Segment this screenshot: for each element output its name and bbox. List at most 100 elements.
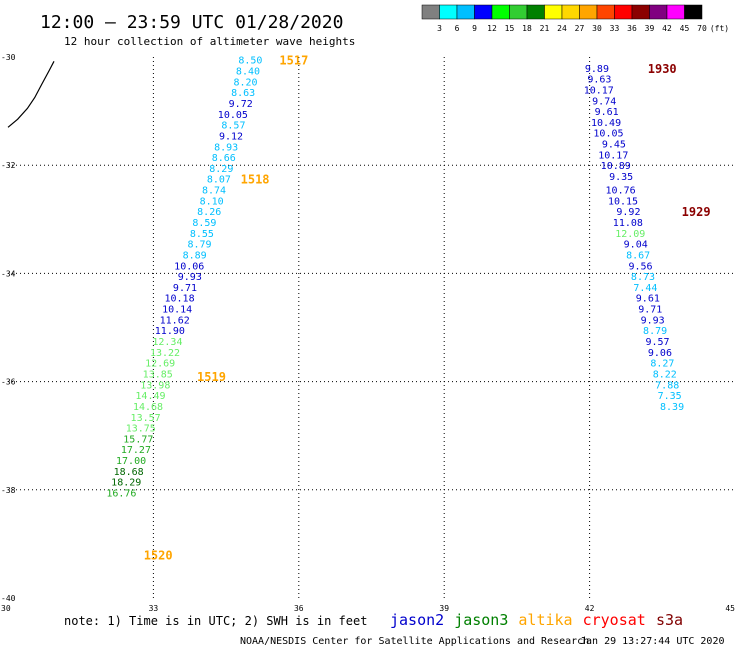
satellite-jason2: jason2: [390, 611, 444, 629]
pass-label: 1517: [279, 54, 308, 68]
s3a-swh-value: 9.89: [585, 64, 609, 75]
y-tick-label: -36: [1, 378, 16, 387]
x-tick-label: 33: [149, 604, 159, 613]
s3a-swh-value: 9.06: [648, 348, 672, 359]
s3a-swh-value: 10.17: [598, 150, 628, 161]
y-tick-label: -30: [1, 53, 16, 62]
s3a-swh-value: 9.74: [592, 96, 616, 107]
altika-swh-value: 9.12: [219, 131, 243, 142]
scale-label: (ft): [710, 24, 729, 33]
altika-swh-value: 8.26: [197, 207, 221, 218]
altika-swh-value: 15.77: [123, 434, 153, 445]
s3a-swh-value: 8.27: [650, 359, 674, 370]
altika-swh-value: 14.49: [135, 391, 165, 402]
scale-label: 24: [557, 24, 567, 33]
satellite-cryosat: cryosat: [583, 611, 646, 629]
altika-swh-value: 8.66: [212, 153, 236, 164]
s3a-swh-value: 10.15: [608, 196, 638, 207]
scale-label: 36: [627, 24, 637, 33]
x-tick-label: 42: [585, 604, 595, 613]
altika-swh-value: 8.74: [202, 186, 226, 197]
x-tick-label: 39: [439, 604, 449, 613]
scale-swatch: [666, 4, 685, 20]
pass-label: 1518: [241, 173, 270, 187]
altika-swh-value: 12.69: [145, 359, 175, 370]
altika-swh-value: 12.34: [152, 337, 182, 348]
scale-label: 3: [437, 24, 442, 33]
coastline-line: [7, 61, 55, 128]
altika-swh-value: 8.79: [187, 240, 211, 251]
satellite-legend: jason2 jason3 altika cryosat s3a: [390, 611, 683, 629]
satellite-altika: altika: [518, 611, 572, 629]
altika-swh-value: 13.22: [150, 348, 180, 359]
altika-swh-value: 13.57: [131, 413, 161, 424]
y-tick-label: -34: [1, 269, 16, 278]
altika-swh-value: 8.63: [231, 88, 255, 99]
altika-swh-value: 9.93: [178, 272, 202, 283]
s3a-swh-value: 7.44: [633, 283, 657, 294]
scale-swatch: [579, 4, 598, 20]
s3a-swh-value: 9.61: [636, 294, 660, 305]
scale-swatch: [596, 4, 615, 20]
scale-label: 30: [592, 24, 602, 33]
scale-label: 12: [487, 24, 497, 33]
scale-label: 42: [662, 24, 672, 33]
altika-swh-value: 10.06: [174, 261, 204, 272]
altika-swh-value: 11.62: [160, 315, 190, 326]
scale-swatch: [491, 4, 510, 20]
scale-swatch: [649, 4, 668, 20]
altika-swh-value: 8.93: [214, 142, 238, 153]
s3a-swh-value: 10.89: [601, 161, 631, 172]
scale-swatch: [474, 4, 493, 20]
s3a-swh-value: 9.93: [641, 315, 665, 326]
scale-label: 33: [610, 24, 620, 33]
altika-swh-value: 10.18: [164, 294, 194, 305]
s3a-swh-value: 9.45: [602, 140, 626, 151]
scale-label: 6: [455, 24, 460, 33]
scale-swatch: [561, 4, 580, 20]
altika-swh-value: 11.90: [155, 326, 185, 337]
s3a-swh-value: 11.08: [613, 218, 643, 229]
altika-swh-value: 8.20: [234, 77, 258, 88]
altika-swh-value: 9.71: [173, 283, 197, 294]
altika-swh-value: 8.29: [209, 164, 233, 175]
s3a-swh-value: 10.17: [584, 85, 614, 96]
altika-swh-value: 9.72: [229, 99, 253, 110]
scale-label: 45: [680, 24, 690, 33]
scale-swatch: [684, 4, 703, 20]
altika-swh-value: 8.57: [221, 121, 245, 132]
scale-swatch: [456, 4, 475, 20]
s3a-swh-value: 9.61: [595, 107, 619, 118]
s3a-swh-value: 8.39: [660, 402, 684, 413]
altika-swh-value: 8.59: [192, 218, 216, 229]
pass-label: 1929: [682, 205, 711, 219]
s3a-swh-value: 10.49: [591, 118, 621, 129]
chart-subtitle: 12 hour collection of altimeter wave hei…: [64, 35, 355, 48]
pass-label: 1519: [197, 370, 226, 384]
s3a-swh-value: 7.88: [655, 380, 679, 391]
s3a-swh-value: 9.63: [587, 75, 611, 86]
s3a-swh-value: 9.35: [609, 172, 633, 183]
altika-swh-value: 17.27: [121, 445, 151, 456]
scale-label: 39: [645, 24, 655, 33]
grid: [8, 57, 735, 598]
footer-note: note: 1) Time is in UTC; 2) SWH is in fe…: [64, 614, 367, 628]
altika-swh-value: 8.10: [200, 196, 224, 207]
scale-label: 27: [575, 24, 585, 33]
altika-swh-value: 13.98: [140, 380, 170, 391]
footer-credit: NOAA/NESDIS Center for Satellite Applica…: [240, 636, 589, 647]
altika-swh-value: 18.29: [111, 478, 141, 489]
s3a-swh-value: 10.05: [593, 129, 623, 140]
s3a-swh-value: 8.79: [643, 326, 667, 337]
scale-label: 70: [697, 24, 707, 33]
data-points: 8.508.408.208.639.7210.058.579.128.938.6…: [106, 56, 684, 500]
altika-swh-value: 14.68: [133, 402, 163, 413]
x-tick-label: 30: [1, 604, 11, 613]
s3a-swh-value: 8.22: [653, 369, 677, 380]
altika-swh-value: 13.75: [126, 424, 156, 435]
s3a-swh-value: 10.76: [606, 186, 636, 197]
altika-swh-value: 10.05: [218, 110, 248, 121]
altika-swh-value: 8.40: [236, 67, 260, 78]
scale-swatch: [526, 4, 545, 20]
